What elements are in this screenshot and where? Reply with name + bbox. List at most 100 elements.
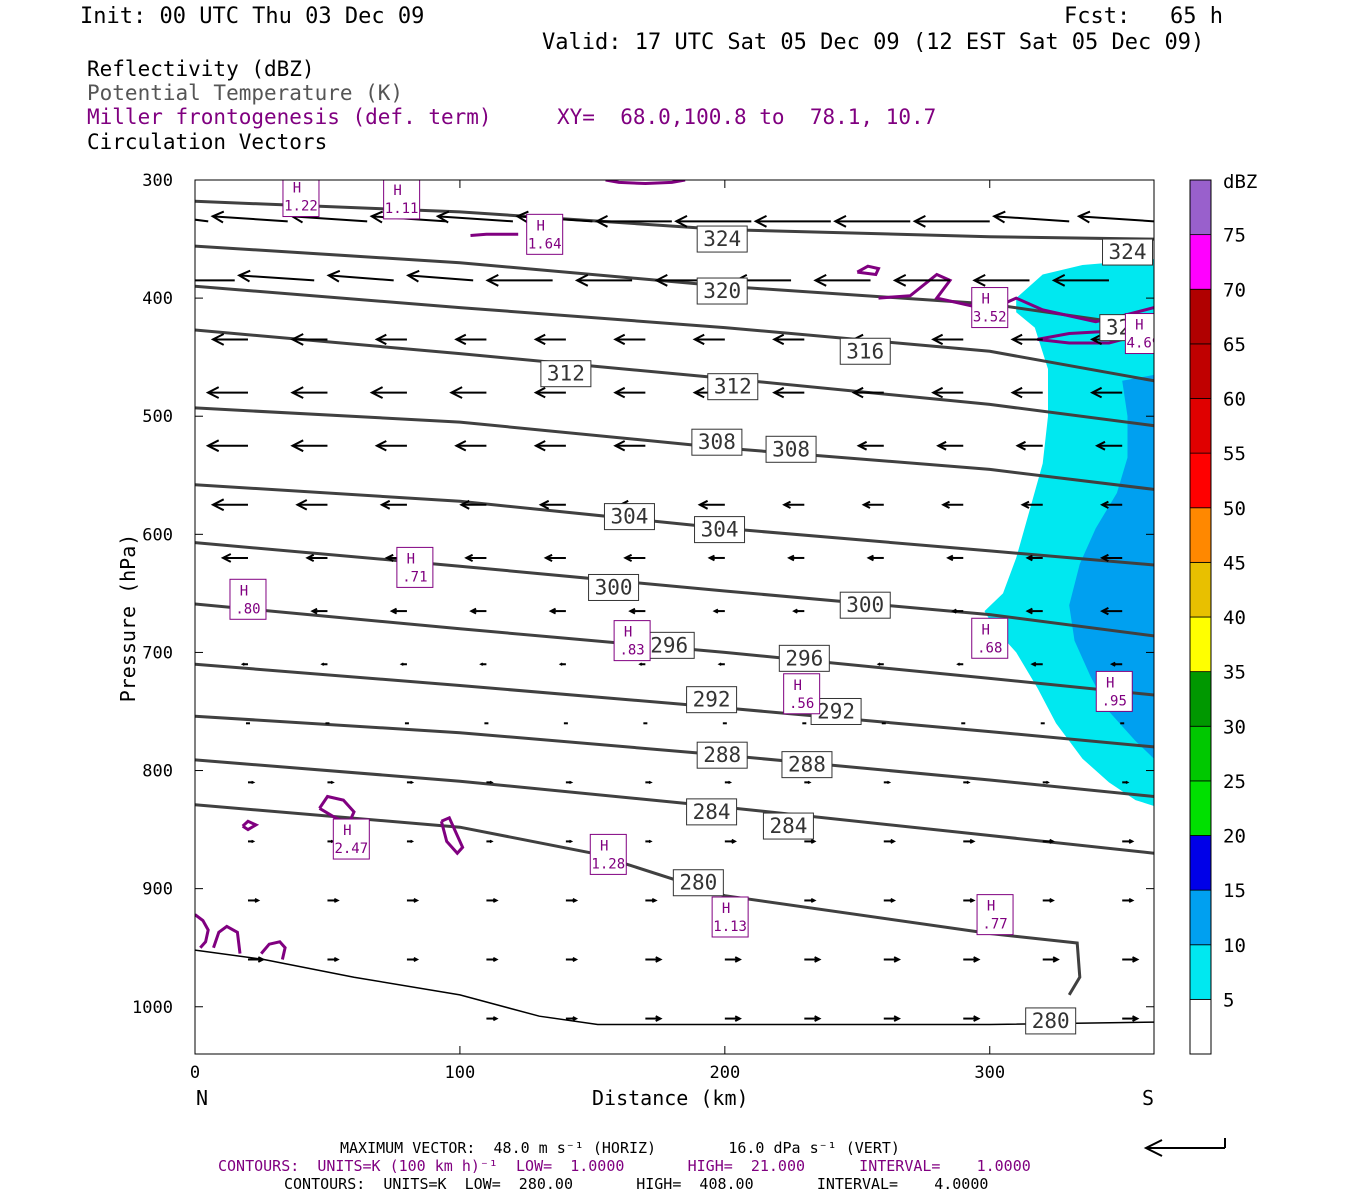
circulation-vector (613, 386, 646, 399)
circulation-vector (295, 499, 328, 511)
colorbar-tick-label: 15 (1223, 880, 1246, 902)
frontogenesis-contour-2 (605, 180, 686, 186)
theta-label-300: 300 (588, 573, 640, 601)
theta-contour-280 (195, 803, 1082, 996)
svg-text:.95: .95 (1102, 693, 1127, 709)
colorbar-tick-label: 50 (1223, 498, 1246, 520)
circulation-vector (753, 215, 831, 228)
circulation-vector (645, 839, 653, 844)
circulation-vector (290, 439, 328, 453)
circulation-vector (210, 333, 248, 346)
circulation-vector (548, 607, 566, 615)
y-tick-label: 900 (142, 880, 173, 900)
circulation-vector (1051, 274, 1109, 287)
circulation-vector (399, 662, 407, 666)
colorbar-segment (1189, 452, 1212, 509)
circulation-vector (406, 269, 474, 283)
svg-text:H: H (293, 181, 301, 197)
theta-label-300: 300 (839, 591, 891, 619)
right-end-label: S (1142, 1086, 1155, 1110)
colorbar-tick-label: 70 (1223, 279, 1246, 301)
svg-text:324: 324 (1109, 240, 1147, 264)
colorbar-segment (1189, 398, 1212, 454)
x-tick-label: 300 (974, 1063, 1005, 1083)
theta-label-284: 284 (762, 812, 814, 840)
colorbar-tick-label: 60 (1223, 389, 1246, 411)
circulation-vector (963, 1015, 981, 1022)
svg-text:304: 304 (701, 518, 739, 542)
colorbar-segment (1189, 780, 1212, 836)
svg-text:.77: .77 (982, 917, 1007, 933)
svg-text:296: 296 (650, 633, 688, 657)
svg-text:312: 312 (547, 362, 585, 386)
colorbar: 5 10 15 20 25 30 35 40 45 50 55 60 65 70 75 dBZ (1189, 171, 1257, 1055)
circulation-vector (310, 607, 328, 615)
circulation-vector (876, 662, 884, 666)
circulation-vector (290, 386, 328, 399)
y-tick-label: 800 (142, 762, 173, 782)
colorbar-segment (1189, 234, 1212, 290)
circulation-vector (374, 440, 407, 452)
circulation-vector (963, 838, 976, 844)
circulation-vector (1042, 956, 1060, 963)
svg-text:312: 312 (714, 375, 752, 399)
circulation-vector (1100, 607, 1123, 616)
surface-curve (195, 949, 1154, 1026)
circulation-vector (247, 898, 261, 903)
frontogenesis-contour-1 (470, 232, 519, 237)
footer-frontogenesis-contours: CONTOURS: UNITS=K (100 km h)⁻¹ LOW= 1.00… (218, 1157, 1031, 1175)
theta-label-288: 288 (696, 741, 748, 769)
colorbar-frame (1189, 179, 1212, 1055)
circulation-vector (1015, 440, 1043, 451)
circulation-vector (406, 898, 420, 903)
circulation-vector (247, 780, 256, 785)
circulation-vector (469, 607, 487, 615)
frontogenesis-maxima-labels: H 1.22 H 1.11 H 1.64 H 3.52 H 4.69 H .80 H .71 H .83 H .6… (229, 180, 1154, 938)
x-axis-title: Distance (km) (592, 1086, 749, 1110)
circulation-vector (220, 553, 248, 563)
circulation-vector (1025, 554, 1043, 562)
circulation-vector (1094, 440, 1123, 451)
svg-text:H: H (1135, 318, 1143, 334)
footer-max-vector: MAXIMUM VECTOR: 48.0 m s⁻¹ (HORIZ) 16.0 … (340, 1139, 900, 1157)
circulation-vector (1020, 500, 1043, 509)
svg-text:296: 296 (785, 646, 823, 670)
x-tick-label: 100 (445, 1063, 476, 1083)
circulation-vector (883, 780, 892, 785)
theta-label-292: 292 (686, 686, 738, 714)
frontogenesis-max-label: H 1.22 (282, 180, 320, 218)
theta-contour-304 (195, 483, 1154, 567)
circulation-vector (1122, 780, 1130, 785)
svg-text:1.22: 1.22 (284, 199, 318, 215)
circulation-vector (1030, 661, 1043, 667)
circulation-vector (1122, 1015, 1140, 1022)
circulation-vector (459, 499, 487, 510)
frontogenesis-max-label: H .56 (783, 673, 821, 715)
svg-text:.83: .83 (619, 643, 644, 659)
svg-text:280: 280 (679, 871, 717, 895)
y-tick-label: 400 (142, 289, 173, 309)
colorbar-segment (1189, 889, 1212, 946)
svg-text:292: 292 (817, 699, 855, 723)
colorbar-segment (1189, 835, 1212, 891)
legend-reflectivity: Reflectivity (dBZ) (87, 57, 315, 81)
circulation-vector (574, 274, 633, 287)
circulation-vector (813, 274, 871, 287)
theta-label-284: 284 (686, 798, 738, 826)
svg-text:284: 284 (693, 800, 731, 824)
circulation-vector (851, 386, 884, 399)
y-tick-label: 300 (142, 171, 173, 191)
circulation-vector (565, 898, 579, 903)
colorbar-tick-label: 5 (1223, 989, 1234, 1011)
circulation-vector (645, 1015, 663, 1022)
circulation-vector (804, 838, 817, 844)
colorbar-segment (1189, 671, 1212, 727)
colorbar-units-label: dBZ (1223, 171, 1257, 193)
circulation-vector (247, 956, 266, 963)
theta-label-312: 312 (540, 360, 592, 388)
svg-text:H: H (240, 583, 248, 599)
theta-label-308: 308 (765, 435, 817, 463)
y-tick-label: 600 (142, 525, 173, 545)
circulation-vector (240, 662, 248, 666)
left-end-label: N (196, 1086, 209, 1110)
